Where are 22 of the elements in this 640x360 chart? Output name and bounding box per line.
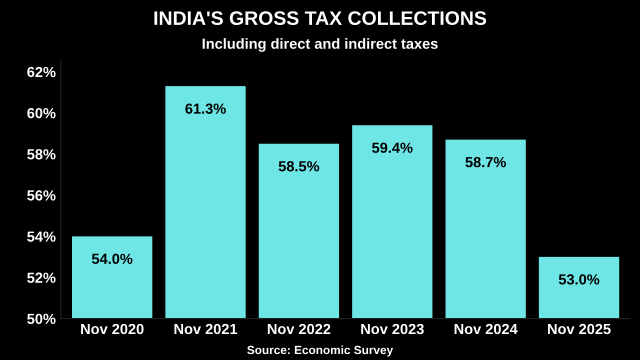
source-note: Source: Economic Survey <box>247 345 394 356</box>
y-tick-label: 60% <box>27 108 56 118</box>
y-tick-label: 56% <box>27 190 56 201</box>
x-tick-label: Nov 2023 <box>361 324 424 334</box>
data-label: 59.4% <box>372 142 413 153</box>
x-tick-label: Nov 2025 <box>548 324 611 334</box>
x-tick-label: Nov 2021 <box>174 324 238 334</box>
chart-title: INDIA'S GROSS TAX COLLECTIONS <box>154 11 486 26</box>
y-tick-label: 54% <box>27 231 56 242</box>
x-tick-label: Nov 2020 <box>81 324 144 334</box>
data-label: 53.0% <box>558 274 600 285</box>
data-label: 58.7% <box>465 156 506 168</box>
y-tick-label: 50% <box>27 314 56 324</box>
data-label: 54.0% <box>92 254 132 264</box>
y-tick-label: 62% <box>27 66 56 78</box>
y-tick-label: 52% <box>27 272 56 283</box>
y-tick-label: 58% <box>27 149 56 160</box>
data-label: 58.5% <box>278 161 320 172</box>
x-tick-label: Nov 2024 <box>454 324 518 334</box>
x-tick-label: Nov 2022 <box>268 324 330 334</box>
data-label: 61.3% <box>185 103 226 114</box>
chart-subtitle: Including direct and indirect taxes <box>202 38 438 52</box>
